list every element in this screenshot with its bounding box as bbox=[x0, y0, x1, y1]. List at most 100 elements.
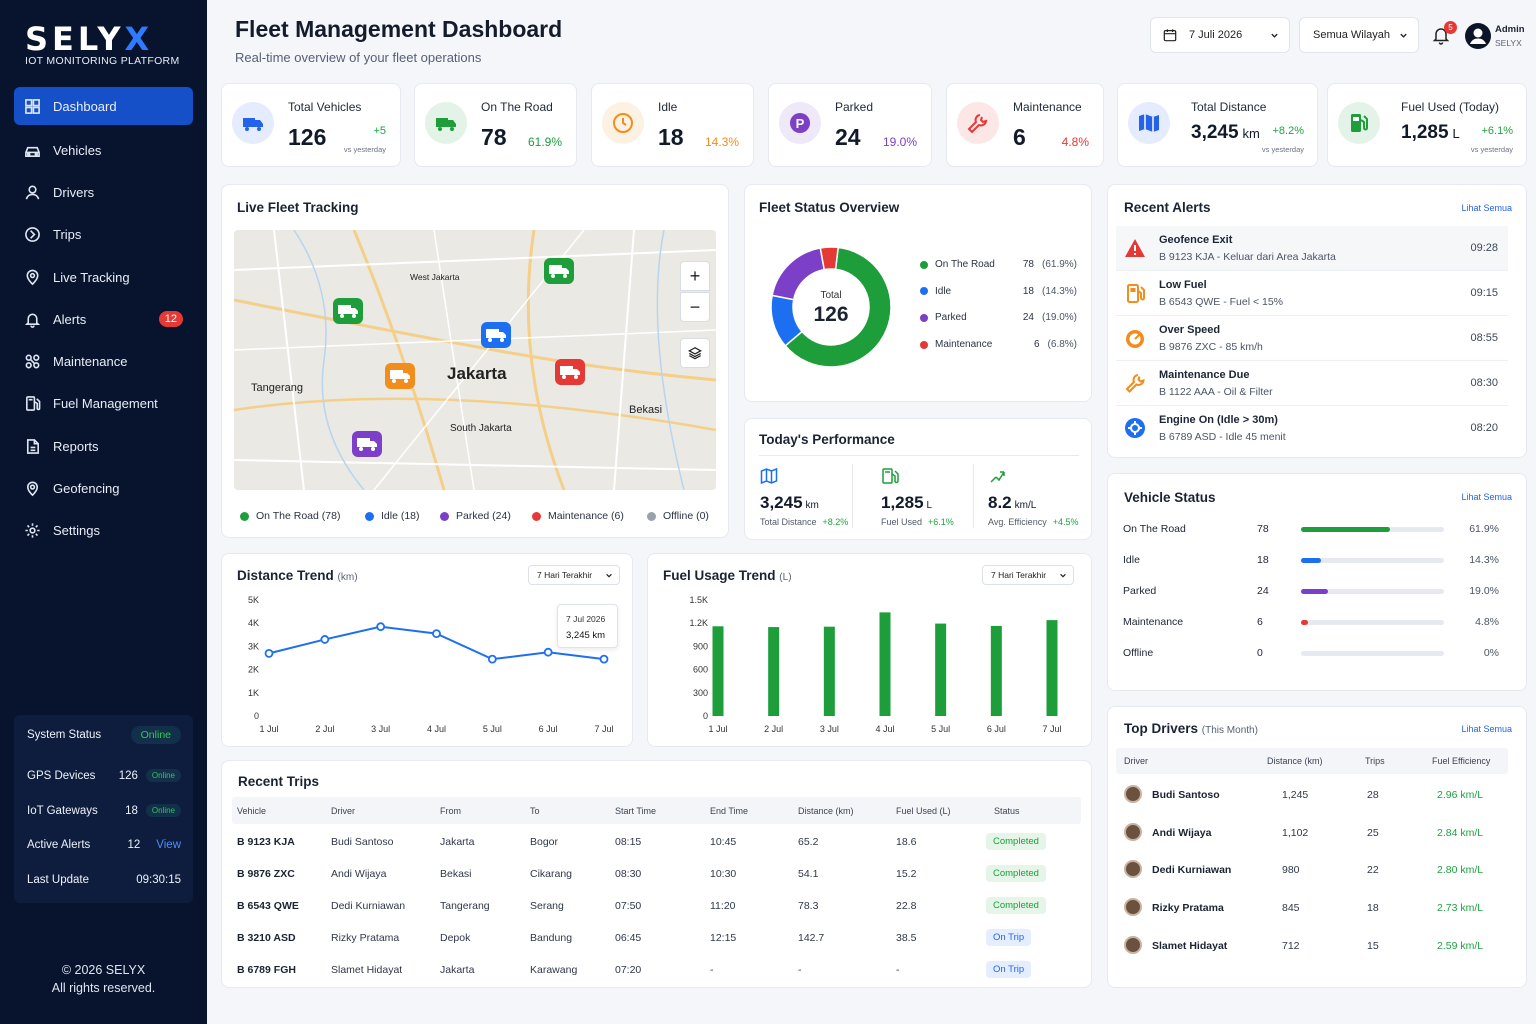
alert-item[interactable]: Over Speed B 9876 ZXC - 85 km/h 08:55 bbox=[1116, 316, 1508, 361]
top-drivers-card: Top Drivers (This Month) Lihat Semua bbox=[1107, 706, 1527, 988]
sidebar-item-fuel-management[interactable]: Fuel Management bbox=[14, 383, 193, 425]
table-cell: 65.2 bbox=[798, 836, 819, 848]
gear-icon bbox=[25, 523, 40, 538]
avatar bbox=[1124, 935, 1142, 954]
wrench-icon bbox=[25, 354, 40, 369]
region-select[interactable]: Semua Wilayah bbox=[1299, 17, 1419, 53]
trips-column-header[interactable]: Start Time bbox=[615, 806, 657, 816]
alert-time: 08:55 bbox=[1470, 332, 1498, 344]
trips-column-header[interactable]: Vehicle bbox=[237, 806, 267, 816]
x-tick-label: 1 Jul bbox=[708, 724, 727, 734]
sidebar-item-vehicles[interactable]: Vehicles bbox=[14, 129, 193, 171]
alert-title: Low Fuel bbox=[1159, 279, 1207, 291]
alert-time: 09:15 bbox=[1470, 287, 1498, 299]
view-all-drivers-link[interactable]: Lihat Semua bbox=[1461, 724, 1512, 734]
vehicle-marker-idle[interactable] bbox=[481, 322, 511, 348]
trips-column-header[interactable]: End Time bbox=[710, 806, 749, 816]
vehicle-status-row: On The Road 78 61.9% bbox=[1123, 523, 1499, 535]
y-tick-label: 1.5K bbox=[689, 595, 708, 605]
y-tick-label: 1.2K bbox=[689, 618, 708, 628]
last-update-row: Last Update 09:30:15 bbox=[27, 874, 181, 886]
sidebar-item-alerts[interactable]: Alerts 12 bbox=[14, 298, 193, 340]
fleet-legend-item: On The Road 78 (61.9%) bbox=[920, 259, 1077, 270]
kpi-value: 18 bbox=[658, 124, 684, 150]
kpi-card-parked[interactable]: P Parked 24 19.0% bbox=[768, 83, 932, 167]
x-tick-label: 3 Jul bbox=[820, 724, 839, 734]
avatar[interactable] bbox=[1465, 23, 1491, 49]
drivers-column-header[interactable]: Trips bbox=[1365, 756, 1385, 766]
table-cell: 28 bbox=[1367, 789, 1379, 801]
distance-range-select[interactable]: 7 Hari Terakhir bbox=[528, 565, 620, 585]
sidebar-item-dashboard[interactable]: Dashboard bbox=[14, 87, 193, 125]
live-map[interactable]: West Jakarta Jakarta Tangerang Bekasi So… bbox=[234, 230, 716, 490]
distance-data-point bbox=[376, 622, 386, 632]
fuel-range-select[interactable]: 7 Hari Terakhir bbox=[982, 565, 1074, 585]
y-tick-label: 1K bbox=[248, 688, 259, 698]
user-icon bbox=[25, 185, 40, 200]
vehicle-marker-idle[interactable] bbox=[385, 363, 415, 389]
alert-title: Maintenance Due bbox=[1159, 369, 1250, 381]
trips-column-header[interactable]: Driver bbox=[331, 806, 355, 816]
brand-logo[interactable]: SELYX bbox=[25, 20, 154, 58]
chevron-down-icon bbox=[606, 573, 612, 578]
trip-status-badge: Completed bbox=[986, 865, 1046, 882]
table-cell: 1,245 bbox=[1282, 789, 1309, 801]
vehicle-marker-parked[interactable] bbox=[352, 431, 382, 457]
truck-icon bbox=[549, 265, 569, 278]
fleet-status-card: Fleet Status Overview Total 126 On The R… bbox=[744, 184, 1092, 402]
vehicle-marker-maintenance[interactable] bbox=[555, 359, 585, 385]
drivers-column-header[interactable]: Distance (km) bbox=[1267, 756, 1323, 766]
kpi-vs-label: vs yesterday bbox=[343, 145, 386, 154]
vehicle-marker-on-road[interactable] bbox=[544, 258, 574, 284]
trips-column-header[interactable]: To bbox=[530, 806, 540, 816]
sidebar-item-reports[interactable]: Reports bbox=[14, 425, 193, 467]
view-all-alerts-link[interactable]: Lihat Semua bbox=[1461, 203, 1512, 213]
table-cell: - bbox=[896, 964, 900, 976]
sidebar-item-maintenance[interactable]: Maintenance bbox=[14, 340, 193, 382]
sidebar-item-geofencing[interactable]: Geofencing bbox=[14, 467, 193, 509]
notification-bell-icon[interactable] bbox=[1431, 25, 1451, 45]
kpi-card-on-the-road[interactable]: On The Road 78 61.9% bbox=[414, 83, 577, 167]
kpi-card-total-distance[interactable]: Total Distance 3,245 km +8.2% vs yesterday bbox=[1117, 83, 1318, 167]
zoom-out-button[interactable]: − bbox=[680, 292, 710, 322]
table-cell: B 9123 KJA bbox=[237, 836, 295, 848]
sidebar-item-trips[interactable]: Trips bbox=[14, 214, 193, 256]
alert-item[interactable]: Geofence Exit B 9123 KJA - Keluar dari Ar… bbox=[1116, 226, 1508, 271]
table-cell: B 6789 FGH bbox=[237, 964, 296, 976]
layers-button[interactable] bbox=[680, 338, 710, 368]
kpi-card-total-vehicles[interactable]: Total Vehicles 126 +5 vs yesterday bbox=[221, 83, 401, 167]
zoom-in-button[interactable]: + bbox=[680, 261, 710, 291]
table-cell: 07:20 bbox=[615, 964, 642, 976]
date-picker[interactable]: 7 Juli 2026 bbox=[1150, 17, 1290, 53]
trips-column-header[interactable]: Status bbox=[994, 806, 1020, 816]
engine-icon bbox=[1125, 418, 1145, 438]
y-tick-label: 600 bbox=[693, 665, 708, 675]
system-status-badge: Online bbox=[130, 726, 181, 744]
alert-item[interactable]: Low Fuel B 6543 QWE - Fuel < 15% 09:15 bbox=[1116, 271, 1508, 316]
fleet-legend-item: Maintenance 6 (6.8%) bbox=[920, 339, 1077, 350]
vehicle-marker-on-road[interactable] bbox=[333, 298, 363, 324]
drivers-column-header[interactable]: Driver bbox=[1124, 756, 1148, 766]
drivers-column-header[interactable]: Fuel Efficiency bbox=[1432, 756, 1491, 766]
alert-item[interactable]: Engine On (Idle > 30m) B 6789 ASD - Idle … bbox=[1116, 406, 1508, 451]
sidebar-item-drivers[interactable]: Drivers bbox=[14, 171, 193, 213]
sidebar-item-label: Live Tracking bbox=[53, 269, 130, 285]
alert-item[interactable]: Maintenance Due B 1122 AAA - Oil & Filter… bbox=[1116, 361, 1508, 406]
view-alerts-link[interactable]: View bbox=[156, 839, 181, 851]
view-all-vehicles-link[interactable]: Lihat Semua bbox=[1461, 492, 1512, 502]
kpi-value: 3,245 km bbox=[1191, 122, 1260, 143]
kpi-card-idle[interactable]: Idle 18 14.3% bbox=[591, 83, 754, 167]
trips-column-header[interactable]: Distance (km) bbox=[798, 806, 854, 816]
sidebar-item-live-tracking[interactable]: Live Tracking bbox=[14, 256, 193, 298]
fleet-legend-item: Idle 18 (14.3%) bbox=[920, 286, 1077, 297]
map-legend-item: Offline (0) bbox=[647, 510, 709, 522]
trips-column-header[interactable]: From bbox=[440, 806, 461, 816]
kpi-value: 24 bbox=[835, 124, 861, 150]
truck-icon bbox=[357, 438, 377, 451]
table-cell: 06:45 bbox=[615, 932, 642, 944]
trips-column-header[interactable]: Fuel Used (L) bbox=[896, 806, 951, 816]
sidebar-item-settings[interactable]: Settings bbox=[14, 510, 193, 552]
kpi-card-fuel-used-today[interactable]: Fuel Used (Today) 1,285 L +6.1% vs yesterday bbox=[1327, 83, 1527, 167]
kpi-card-maintenance[interactable]: Maintenance 6 4.8% bbox=[946, 83, 1104, 167]
truck-icon bbox=[338, 305, 358, 318]
